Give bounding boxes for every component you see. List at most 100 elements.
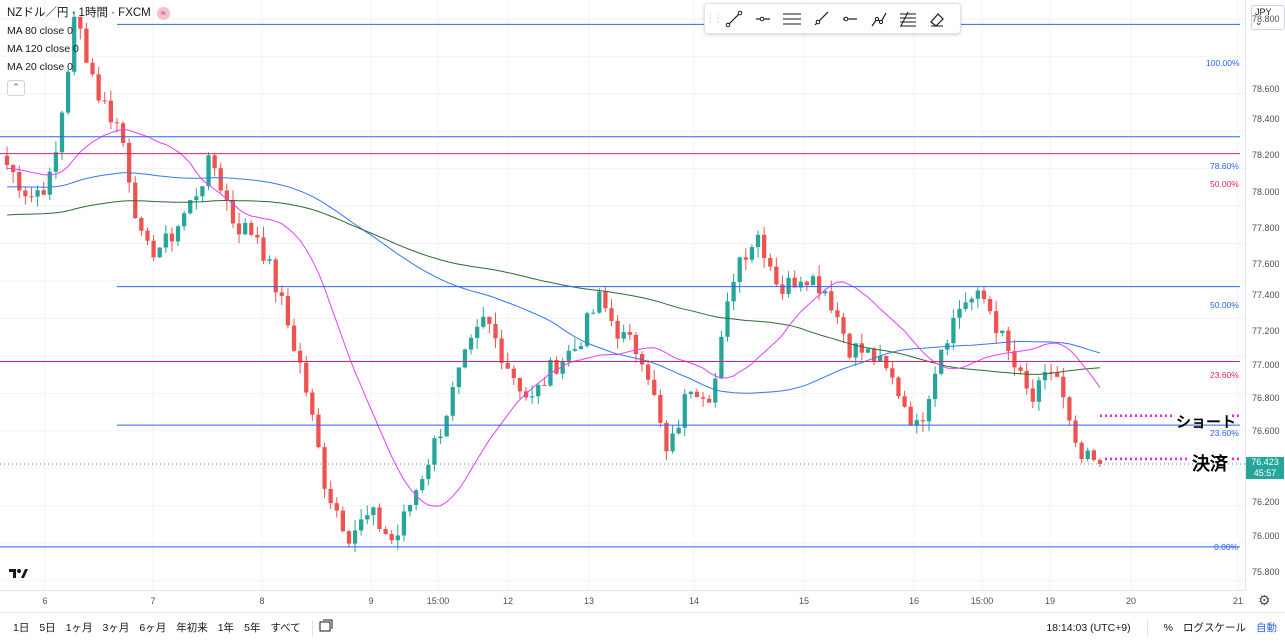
candle-body (505, 362, 510, 369)
price-tick: 76.800 (1252, 393, 1280, 403)
settle-annotation[interactable]: 決済 (1192, 454, 1228, 475)
drag-handle-icon[interactable]: ⋮⋮ (705, 13, 723, 24)
gear-icon[interactable]: ⚙ (1258, 592, 1271, 608)
candle-body (627, 332, 632, 335)
candle-body (859, 343, 864, 353)
period-1y[interactable]: 1年 (217, 622, 235, 634)
period-5y[interactable]: 5年 (244, 622, 261, 634)
candle-body (816, 276, 822, 294)
candle-body (499, 338, 504, 363)
fib-label-100: 100.00% (1206, 58, 1240, 68)
short-annotation[interactable]: ショート (1176, 413, 1237, 431)
candle-body (981, 290, 987, 300)
price-tick: 78.800 (1252, 14, 1280, 24)
compare-icon[interactable] (319, 619, 333, 636)
candle-body (823, 291, 828, 294)
indicator-ma120[interactable]: MA 120 close 0 (7, 43, 79, 55)
candle-body (688, 391, 694, 395)
candle-body (560, 360, 565, 374)
candle-body (78, 16, 83, 29)
price-chart[interactable] (0, 0, 1245, 590)
parallel-channel-icon[interactable] (777, 5, 806, 33)
candle-body (481, 316, 486, 327)
candle-body (719, 336, 724, 379)
candle-body (755, 234, 761, 248)
auto-scale-toggle[interactable]: 自動 (1256, 622, 1277, 634)
price-tick: 78.600 (1252, 84, 1280, 94)
log-scale-toggle[interactable]: ログスケール (1183, 622, 1246, 634)
candle-body (633, 334, 639, 355)
candle-body (96, 74, 101, 101)
price-tick: 76.000 (1252, 531, 1280, 541)
time-tick: 9 (368, 596, 374, 606)
candle-body (853, 343, 858, 358)
path-icon[interactable] (864, 5, 893, 33)
symbol-title[interactable]: NZドル／円 · 1時間 · FXCM ≈ (7, 4, 170, 22)
period-1m[interactable]: 1ヶ月 (65, 622, 93, 634)
candle-body (65, 71, 71, 113)
fib-retracement-icon[interactable] (893, 5, 922, 33)
candle-body (1061, 376, 1066, 398)
candle-body (456, 367, 462, 388)
bottom-toolbar: 1日 5日 1ヶ月 3ヶ月 6ヶ月 年初来 1年 5年 すべて 18:14:03… (0, 612, 1285, 642)
candle-body (1030, 388, 1035, 402)
percent-toggle[interactable]: % (1163, 621, 1173, 634)
candle-body (334, 503, 339, 511)
candle-body (468, 337, 474, 350)
candle-body (1073, 420, 1078, 443)
time-tick: 21 (1232, 596, 1244, 606)
candle-body (609, 308, 614, 321)
price-tick: 77.200 (1252, 326, 1280, 336)
candle-body (188, 200, 193, 214)
price-axis[interactable] (1245, 0, 1285, 590)
candle-body (163, 233, 168, 248)
chart-pane[interactable] (0, 0, 1245, 590)
last-price-tag: 76.423 45:57 (1246, 457, 1284, 479)
candle-body (975, 290, 980, 299)
candle-body (1018, 367, 1023, 371)
ray-icon[interactable] (806, 5, 835, 33)
chevron-up-icon[interactable]: ⌃ (7, 80, 25, 96)
last-price: 76.423 (1251, 457, 1279, 467)
candle-body (700, 397, 706, 399)
period-all[interactable]: すべて (270, 622, 301, 634)
period-ytd[interactable]: 年初来 (176, 622, 208, 634)
candle-body (743, 257, 748, 260)
candle-body (920, 420, 926, 422)
currency-selector[interactable]: JPY ⌄ (1251, 5, 1285, 30)
period-6m[interactable]: 6ヶ月 (139, 622, 167, 634)
horizontal-line-icon[interactable] (835, 5, 864, 33)
clock-time[interactable]: 18:14:03 (UTC+9) (1046, 621, 1131, 634)
indicator-ma20[interactable]: MA 20 close 0 (7, 61, 73, 73)
price-tick: 76.200 (1252, 497, 1280, 507)
candle-body (352, 530, 358, 544)
candle-body (285, 296, 291, 326)
horizontal-ray-icon[interactable] (748, 5, 777, 33)
candle-body (682, 394, 687, 428)
eraser-icon[interactable] (922, 5, 951, 33)
period-1d[interactable]: 1日 (13, 622, 30, 634)
candle-body (529, 396, 535, 398)
indicator-ma80[interactable]: MA 80 close 0 (7, 25, 73, 37)
time-tick: 6 (42, 596, 48, 606)
candle-body (291, 325, 297, 351)
trend-line-icon[interactable] (719, 5, 748, 33)
candle-body (297, 350, 303, 363)
candle-body (255, 234, 260, 238)
candle-body (536, 385, 541, 397)
time-axis[interactable] (0, 590, 1245, 613)
candle-body (902, 396, 907, 407)
candle-body (841, 317, 846, 334)
candle-body (676, 427, 681, 434)
period-3m[interactable]: 3ヶ月 (102, 622, 130, 634)
fib-label-0: 0.00% (1214, 542, 1239, 552)
tradingview-logo[interactable] (8, 566, 30, 583)
market-status-icon[interactable]: ≈ (156, 6, 170, 20)
candle-body (652, 379, 657, 395)
candle-body (114, 122, 120, 124)
candle-body (194, 196, 199, 201)
period-5d[interactable]: 5日 (39, 622, 56, 634)
candle-body (175, 226, 181, 242)
time-tick: 13 (583, 596, 595, 606)
candle-body (597, 291, 602, 313)
